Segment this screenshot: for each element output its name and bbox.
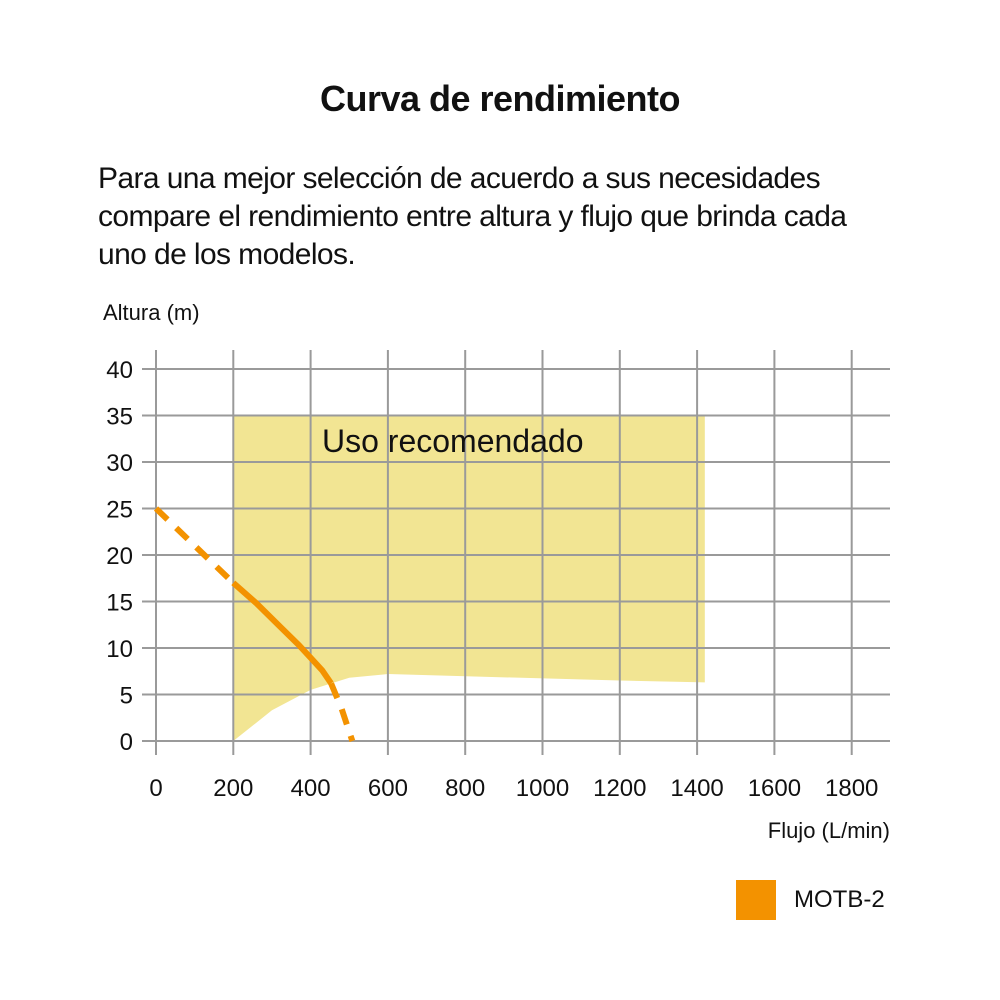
y-tick-label: 30 [106, 450, 133, 477]
y-tick-label: 40 [106, 357, 133, 384]
legend-label-motb-2: MOTB-2 [794, 886, 885, 913]
x-tick-label: 400 [291, 775, 331, 802]
y-tick-label: 5 [120, 683, 133, 710]
y-tick-label: 0 [120, 729, 133, 756]
x-tick-label: 600 [368, 775, 408, 802]
chart-title: Curva de rendimiento [319, 78, 681, 119]
x-tick-label: 0 [149, 775, 162, 802]
y-tick-label: 25 [106, 497, 133, 524]
x-tick-label: 1600 [748, 775, 801, 802]
series-line-dashed-start [153, 506, 236, 586]
y-tick-label: 15 [106, 590, 133, 617]
region-label: Uso recomendado [322, 423, 583, 459]
y-tick-label: 10 [106, 636, 133, 663]
x-tick-label: 800 [445, 775, 485, 802]
y-tick-label: 35 [106, 404, 133, 431]
series-line-dashed-end [328, 682, 356, 742]
x-axis-label: Flujo (L/min) [767, 818, 890, 843]
y-axis-label: Altura (m) [103, 300, 200, 325]
recommended-region [233, 415, 705, 741]
x-tick-label: 1000 [516, 775, 569, 802]
x-tick-label: 1800 [825, 775, 878, 802]
x-tick-label: 200 [213, 775, 253, 802]
series-line-solid [231, 580, 334, 686]
legend: MOTB-2 [736, 880, 885, 920]
y-tick-label: 20 [106, 543, 133, 570]
x-tick-label: 1200 [593, 775, 646, 802]
x-tick-label: 1400 [670, 775, 723, 802]
chart-subtitle: Para una mejor selección de acuerdo a su… [98, 162, 847, 271]
legend-swatch-motb-2 [736, 880, 776, 920]
